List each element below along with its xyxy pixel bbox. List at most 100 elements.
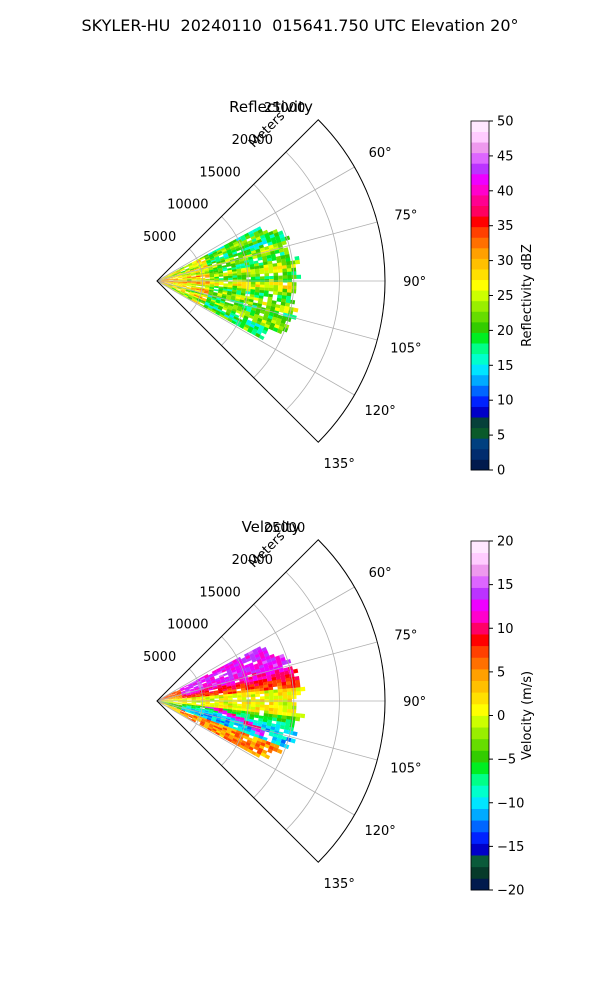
radar-cell: [232, 287, 237, 291]
radar-cell: [229, 256, 235, 261]
radar-cell: [164, 698, 169, 700]
radar-cell: [207, 307, 213, 312]
radar-cell: [266, 254, 272, 259]
radar-cell: [204, 722, 210, 727]
colorbar-tick-label: 0: [497, 709, 505, 724]
radar-cell: [287, 730, 294, 736]
radar-cell: [200, 721, 206, 725]
radar-cell: [236, 740, 242, 745]
radar-cell: [185, 268, 190, 272]
radar-cell: [273, 272, 279, 277]
radar-cell: [206, 717, 212, 721]
radar-cell: [182, 703, 187, 706]
radar-cell: [159, 278, 164, 280]
radar-cell: [273, 692, 279, 697]
radar-cell: [232, 671, 238, 676]
radar-cell: [253, 325, 260, 331]
radar-cell: [287, 282, 292, 287]
radar-cell: [180, 688, 185, 692]
radar-cell: [276, 748, 283, 755]
colorbar-swatch: [471, 820, 489, 833]
radar-cell: [249, 263, 255, 268]
radar-cell: [177, 701, 183, 703]
radar-cell: [224, 676, 230, 680]
radar-cell: [283, 743, 290, 750]
radar-cell: [196, 701, 201, 703]
radar-cell: [263, 290, 269, 294]
radar-cell: [256, 750, 262, 756]
radar-cell: [186, 284, 192, 286]
radar-cell: [284, 250, 290, 256]
radar-cell: [251, 318, 258, 324]
radar-cell: [227, 287, 233, 290]
radar-cell: [286, 268, 292, 273]
radar-cell: [283, 309, 289, 314]
radar-cell: [181, 287, 187, 290]
radar-cell: [212, 687, 218, 690]
radar-cell: [223, 701, 229, 704]
radar-cell: [281, 265, 287, 270]
radar-cell: [190, 287, 196, 290]
radar-cell: [168, 704, 173, 707]
radar-cell: [163, 695, 168, 699]
radar-cell: [244, 262, 250, 266]
radar-cell: [191, 285, 196, 288]
radar-cell: [186, 705, 192, 707]
radar-cell: [250, 706, 256, 710]
radar-cell: [177, 695, 183, 698]
radar-cell: [187, 297, 192, 301]
radar-cell: [164, 280, 169, 281]
radar-cell: [227, 695, 233, 699]
radar-cell: [245, 655, 251, 660]
radar-cell: [171, 708, 176, 712]
radar-cell: [168, 697, 174, 699]
radar-cell: [192, 681, 197, 685]
polar-grid: [156, 539, 386, 863]
colorbar-swatch: [471, 237, 489, 249]
radar-cell: [168, 279, 174, 281]
radar-cell: [202, 716, 208, 720]
radar-cell: [235, 236, 242, 242]
radar-cell: [185, 688, 190, 692]
radar-cell: [168, 702, 174, 705]
radar-cell: [206, 297, 212, 301]
radar-cell: [175, 710, 180, 714]
radar-cell: [222, 690, 228, 694]
radar-cell: [282, 291, 287, 297]
radar-cell: [282, 702, 288, 706]
radar-cell: [250, 281, 256, 285]
radar-cell: [193, 265, 199, 269]
radar-cell: [171, 692, 177, 695]
radar-cell: [235, 656, 242, 662]
radar-cell: [249, 291, 255, 295]
angular-tick-label: 90°: [403, 695, 426, 710]
radar-cell: [262, 678, 268, 683]
radar-cell: [214, 286, 219, 289]
radar-cell: [245, 264, 250, 269]
radar-cell: [289, 723, 295, 728]
radar-cell: [273, 708, 279, 712]
colorbar-swatch: [471, 796, 489, 809]
radar-cell: [262, 718, 268, 723]
radar-cell: [204, 274, 210, 277]
radar-cell: [250, 330, 257, 336]
radar-cell: [275, 675, 282, 681]
radar-cell: [263, 715, 269, 720]
radar-cell: [266, 722, 272, 727]
radar-cell: [273, 285, 279, 289]
radar-cell: [209, 696, 215, 699]
radar-cell: [229, 734, 235, 739]
radar-cell: [203, 674, 209, 678]
radar-cell: [212, 726, 218, 731]
radar-cell: [200, 287, 205, 290]
radar-cell: [244, 244, 250, 249]
radar-cell: [215, 720, 221, 724]
radar-cell: [171, 271, 177, 275]
radar-cell: [175, 290, 180, 294]
radar-cell: [263, 684, 269, 689]
radar-cell: [223, 735, 229, 741]
radar-cell: [288, 726, 294, 732]
radar-cell: [223, 703, 229, 706]
radar-cell: [204, 270, 210, 273]
radar-cell: [249, 232, 255, 238]
